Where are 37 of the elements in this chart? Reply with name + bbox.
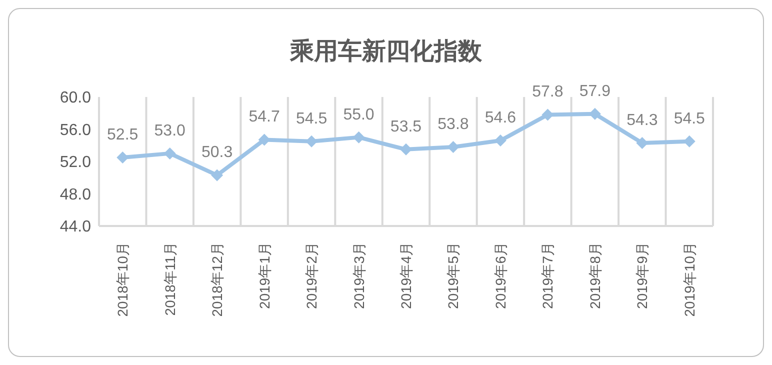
data-label: 54.5 (674, 110, 706, 128)
x-tick-label: 2018年12月 (209, 242, 226, 317)
x-tick-label: 2019年10月 (681, 242, 698, 317)
data-label: 54.3 (626, 112, 658, 129)
x-tick-label: 2019年8月 (586, 242, 603, 309)
data-label: 54.5 (296, 110, 328, 128)
y-tick-label: 52.0 (60, 154, 92, 172)
data-label: 53.0 (154, 122, 186, 140)
chart-title: 乘用车新四化指数 (288, 36, 483, 67)
data-label: 53.5 (390, 118, 422, 136)
y-tick-label: 48.0 (60, 186, 92, 204)
point (494, 134, 506, 147)
x-tick-label: 2019年3月 (350, 242, 367, 309)
x-tick-label: 2019年1月 (256, 242, 272, 309)
x-tick-label: 2019年6月 (492, 242, 508, 309)
data-label: 54.6 (484, 110, 516, 127)
y-tick-label: 44.0 (60, 218, 92, 236)
point (400, 143, 412, 156)
data-label: 53.8 (438, 116, 469, 133)
x-tick-label: 2019年7月 (540, 242, 556, 309)
y-tick-label: 60.0 (60, 90, 92, 107)
point (352, 131, 365, 144)
x-tick-label: 2019年2月 (304, 242, 320, 309)
x-tick-label: 2018年11月 (162, 242, 178, 316)
y-tick-label: 56.0 (60, 122, 92, 139)
x-tick-label: 2019年9月 (634, 242, 650, 309)
data-label: 57.9 (579, 82, 611, 100)
x-tick-label: 2019年5月 (445, 242, 462, 309)
data-label: 50.3 (202, 144, 233, 162)
data-label: 57.8 (532, 84, 564, 101)
data-label: 52.5 (107, 126, 138, 144)
x-tick-label: 2018年10月 (114, 242, 131, 317)
point (211, 169, 224, 182)
data-label: 54.7 (248, 108, 280, 126)
point (447, 140, 460, 153)
x-tick-label: 2019年4月 (398, 242, 414, 309)
data-label: 55.0 (343, 106, 374, 124)
